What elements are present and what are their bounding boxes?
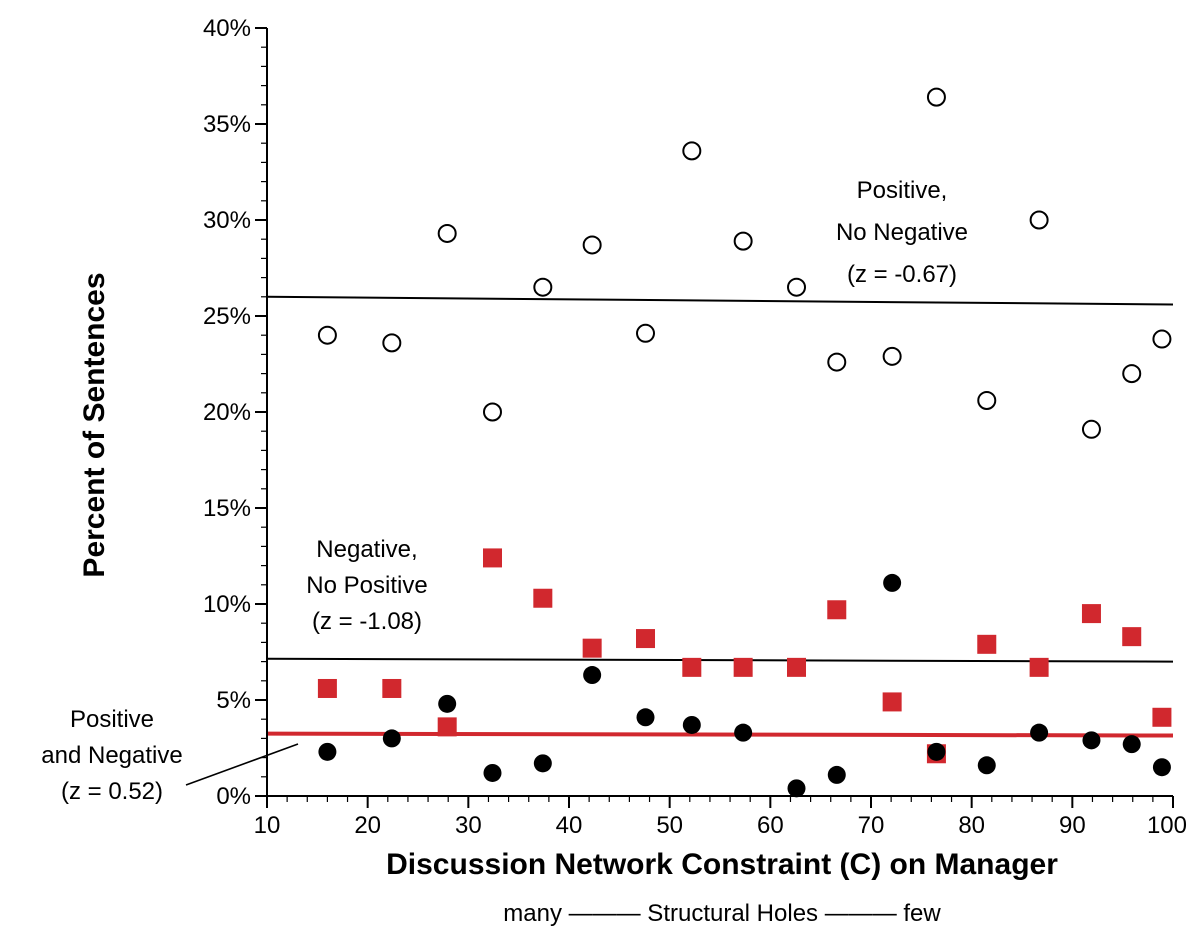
y-tick-label: 20% — [203, 399, 251, 426]
open-circle-point — [482, 402, 502, 422]
filled-circle-point — [734, 723, 753, 742]
open-circle-point — [636, 323, 656, 343]
filled-circle-point — [318, 742, 337, 761]
filled-square-point — [733, 657, 753, 677]
filled-square-point — [533, 588, 553, 608]
trend-line — [266, 295, 1174, 306]
annotation-leader-line — [185, 743, 299, 786]
filled-square-point — [1081, 604, 1101, 624]
x-tick-label: 80 — [958, 812, 985, 839]
filled-circle-point — [1152, 758, 1171, 777]
filled-square-point — [1029, 657, 1049, 677]
open-circle-point — [882, 346, 902, 366]
filled-square-point — [437, 717, 457, 737]
x-axis-title: Discussion Network Constraint (C) on Man… — [386, 848, 1058, 881]
annotation-text: No Positive — [306, 572, 427, 599]
y-tick-label: 0% — [216, 783, 251, 810]
annotation-text: No Negative — [836, 219, 968, 246]
filled-circle-point — [1030, 723, 1049, 742]
axes — [266, 28, 1173, 797]
open-circle-point — [926, 87, 946, 107]
open-circle-point — [787, 277, 807, 297]
annotation-text: (z = 0.52) — [61, 778, 163, 805]
x-axis-sublabel: many ——— Structural Holes ——— few — [503, 900, 941, 927]
filled-square-point — [636, 629, 656, 649]
y-tick-label: 10% — [203, 591, 251, 618]
y-tick-label: 40% — [203, 15, 251, 42]
x-tick-label: 70 — [858, 812, 885, 839]
filled-circle-point — [438, 694, 457, 713]
x-tick-label: 90 — [1059, 812, 1086, 839]
filled-circle-point — [927, 742, 946, 761]
filled-square-point — [582, 638, 602, 658]
y-tick-label: 5% — [216, 687, 251, 714]
filled-circle-point — [787, 779, 806, 798]
filled-circle-point — [883, 573, 902, 592]
filled-square-point — [382, 678, 402, 698]
y-tick-label: 30% — [203, 207, 251, 234]
trend-line — [266, 731, 1174, 738]
filled-circle-point — [583, 666, 602, 685]
x-tick-label: 40 — [556, 812, 583, 839]
filled-circle-point — [382, 729, 401, 748]
open-circle-point — [533, 277, 553, 297]
open-circle-point — [1029, 210, 1049, 230]
filled-square-point — [317, 678, 337, 698]
open-circle-point — [1152, 329, 1172, 349]
filled-circle-point — [1122, 735, 1141, 754]
open-circle-point — [1122, 364, 1142, 384]
open-circle-point — [827, 352, 847, 372]
annotation-text: (z = -0.67) — [847, 261, 957, 288]
filled-square-point — [882, 692, 902, 712]
data-points — [317, 87, 1172, 798]
annotation-text: (z = -1.08) — [312, 608, 422, 635]
filled-circle-point — [533, 754, 552, 773]
annotations: Positive, No Negative (z = -0.67) Negative,… — [41, 177, 968, 805]
x-tick-label: 10 — [254, 812, 281, 839]
filled-circle-point — [636, 708, 655, 727]
open-circle-point — [1081, 419, 1101, 439]
open-circle-point — [977, 390, 997, 410]
open-circle-point — [582, 235, 602, 255]
filled-circle-point — [682, 715, 701, 734]
filled-square-point — [1152, 707, 1172, 727]
axis-ticks: 0% 5% 10% 15% 20% 25% 30% 35% 40% 10 20 30 40 50 60 70 8… — [203, 15, 1187, 839]
x-tick-label: 30 — [455, 812, 482, 839]
filled-circle-point — [1082, 731, 1101, 750]
filled-square-point — [827, 600, 847, 620]
annotation-text: Positive, — [857, 177, 948, 204]
filled-circle-point — [977, 756, 996, 775]
filled-square-point — [787, 657, 807, 677]
trend-lines — [266, 295, 1174, 738]
x-tick-label: 50 — [656, 812, 683, 839]
filled-square-point — [977, 634, 997, 654]
open-circle-point — [682, 141, 702, 161]
x-tick-label: 100 — [1147, 812, 1187, 839]
y-tick-label: 15% — [203, 495, 251, 522]
annotation-text: and Negative — [41, 742, 182, 769]
annotation-text: Negative, — [316, 536, 417, 563]
x-tick-label: 20 — [354, 812, 381, 839]
filled-square-point — [1122, 627, 1142, 647]
y-tick-label: 35% — [203, 111, 251, 138]
filled-circle-point — [483, 763, 502, 782]
annotation-text: Positive — [70, 706, 154, 733]
filled-square-point — [682, 657, 702, 677]
trend-line — [266, 657, 1174, 663]
open-circle-point — [437, 223, 457, 243]
x-tick-label: 60 — [757, 812, 784, 839]
filled-circle-point — [827, 765, 846, 784]
open-circle-point — [382, 333, 402, 353]
open-circle-point — [733, 231, 753, 251]
y-tick-label: 25% — [203, 303, 251, 330]
filled-square-point — [482, 548, 502, 568]
y-axis-title: Percent of Sentences — [78, 272, 111, 577]
open-circle-point — [317, 325, 337, 345]
